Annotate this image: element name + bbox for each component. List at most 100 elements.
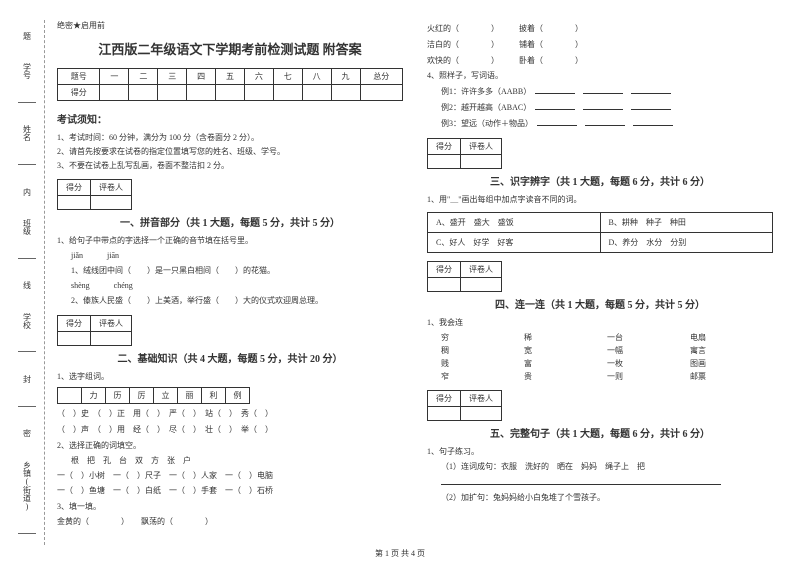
section-1-title: 一、拼音部分（共 1 大题，每题 5 分，共计 5 分） bbox=[57, 214, 403, 229]
exam-title: 江西版二年级语文下学期考前检测试题 附答案 bbox=[57, 39, 403, 58]
score-cell[interactable] bbox=[273, 85, 302, 101]
fill-item: 用（ ） bbox=[133, 409, 161, 418]
match-item: 寓言 bbox=[690, 345, 773, 356]
blank[interactable] bbox=[583, 85, 623, 94]
fill-item: （ ）声 bbox=[57, 425, 89, 434]
question-text: 3、填一填。 bbox=[57, 501, 403, 513]
pinyin: chéng bbox=[114, 281, 133, 290]
score-cell[interactable] bbox=[158, 85, 187, 101]
fill-item: 尽（ ） bbox=[169, 425, 197, 434]
notice-item: 2、请首先按要求在试卷的指定位置填写您的姓名、班级、学号。 bbox=[57, 146, 403, 157]
opt-item: 好学 bbox=[473, 238, 489, 247]
pinyin: jiǎn bbox=[71, 251, 83, 260]
scorebox-label: 得分 bbox=[428, 262, 461, 278]
opt-cell: C、好人 好学 好客 bbox=[428, 233, 601, 253]
score-table: 题号 一 二 三 四 五 六 七 八 九 总分 得分 bbox=[57, 68, 403, 101]
binding-label: 班级 bbox=[22, 219, 33, 235]
example: 例2：越开越高（ABAC） bbox=[441, 103, 527, 112]
fill-item: 举（ ） bbox=[241, 425, 273, 434]
section-score-box: 得分评卷人 bbox=[57, 179, 132, 210]
match-item: 窄 bbox=[441, 371, 524, 382]
notice-title: 考试须知： bbox=[57, 111, 403, 126]
score-cell[interactable] bbox=[331, 85, 360, 101]
match-item: 一台 bbox=[607, 332, 690, 343]
scorebox-cell[interactable] bbox=[428, 155, 461, 169]
score-cell[interactable] bbox=[360, 85, 403, 101]
char-cell: 厉 bbox=[130, 388, 154, 404]
scorebox-cell[interactable] bbox=[428, 278, 461, 292]
match-item: 邮票 bbox=[690, 371, 773, 382]
blank[interactable] bbox=[537, 117, 577, 126]
scorebox-label: 评卷人 bbox=[91, 180, 132, 196]
fill-item: （ ）用 bbox=[97, 425, 125, 434]
fill-row: （ ）声 （ ）用 经（ ） 尽（ ） 壮（ ） 举（ ） bbox=[57, 424, 403, 437]
binding-line bbox=[18, 533, 36, 534]
match-item: 稠 bbox=[441, 345, 524, 356]
score-cell[interactable] bbox=[302, 85, 331, 101]
scorebox-cell[interactable] bbox=[58, 196, 91, 210]
blank[interactable] bbox=[535, 85, 575, 94]
answer-line[interactable] bbox=[441, 476, 773, 489]
score-cell[interactable] bbox=[216, 85, 245, 101]
match-row: 贱富一枚图画 bbox=[441, 358, 773, 369]
scorebox-cell[interactable] bbox=[91, 332, 132, 346]
opt-item: 盛大 bbox=[474, 218, 490, 227]
score-header: 五 bbox=[216, 69, 245, 85]
fill-item: 经（ ） bbox=[133, 425, 161, 434]
score-header: 三 bbox=[158, 69, 187, 85]
opt-item: B、耕种 bbox=[609, 218, 638, 227]
binding-mark: 线 bbox=[22, 281, 33, 289]
fill-item: （ ）史 bbox=[57, 409, 89, 418]
score-cell[interactable] bbox=[244, 85, 273, 101]
scorebox-cell[interactable] bbox=[461, 278, 502, 292]
section-3-title: 三、识字辨字（共 1 大题，每题 6 分，共计 6 分） bbox=[427, 173, 773, 188]
scorebox-label: 评卷人 bbox=[461, 139, 502, 155]
question-text: 1、给句子中带点的字选择一个正确的音节填在括号里。 bbox=[57, 235, 403, 247]
left-column: 绝密★启用前 江西版二年级语文下学期考前检测试题 附答案 题号 一 二 三 四 … bbox=[45, 20, 415, 545]
score-row-label: 得分 bbox=[58, 85, 100, 101]
score-header: 题号 bbox=[58, 69, 100, 85]
fill-item: 卧着（ ） bbox=[519, 56, 583, 65]
fill-item: 壮（ ） bbox=[205, 425, 233, 434]
scorebox-cell[interactable] bbox=[428, 407, 461, 421]
pinyin-hint: shèng chéng bbox=[71, 280, 403, 292]
scorebox-label: 得分 bbox=[58, 316, 91, 332]
blank[interactable] bbox=[631, 101, 671, 110]
blank[interactable] bbox=[585, 117, 625, 126]
example: 例3：望远（动作＋物品） bbox=[441, 119, 529, 128]
section-score-box: 得分评卷人 bbox=[427, 138, 502, 169]
score-cell[interactable] bbox=[100, 85, 129, 101]
scorebox-label: 得分 bbox=[58, 180, 91, 196]
blank[interactable] bbox=[535, 101, 575, 110]
scorebox-cell[interactable] bbox=[91, 196, 132, 210]
score-header: 八 bbox=[302, 69, 331, 85]
example-text: 例3：望远（动作＋物品） bbox=[441, 117, 773, 130]
binding-line bbox=[18, 258, 36, 259]
match-row: 稠宽一幅寓言 bbox=[441, 345, 773, 356]
question-text: 1、我会连 bbox=[427, 317, 773, 329]
score-cell[interactable] bbox=[129, 85, 158, 101]
blank[interactable] bbox=[583, 101, 623, 110]
scorebox-label: 得分 bbox=[428, 391, 461, 407]
opt-item: 种子 bbox=[646, 218, 662, 227]
scorebox-cell[interactable] bbox=[58, 332, 91, 346]
fill-item: 铺着（ ） bbox=[519, 40, 583, 49]
question-line: 1、绒线团中间（ ）是一只黑白相间（ ）的花猫。 bbox=[71, 265, 403, 277]
score-cell[interactable] bbox=[187, 85, 216, 101]
match-item: 穷 bbox=[441, 332, 524, 343]
binding-line bbox=[18, 406, 36, 407]
question-text: 1、句子练习。 bbox=[427, 446, 773, 458]
notice-item: 1、考试时间：60 分钟，满分为 100 分（含卷面分 2 分）。 bbox=[57, 132, 403, 143]
blank[interactable] bbox=[631, 85, 671, 94]
scorebox-cell[interactable] bbox=[461, 155, 502, 169]
binding-label: 乡镇(街道) bbox=[22, 461, 33, 511]
blank[interactable] bbox=[633, 117, 673, 126]
match-item: 贵 bbox=[524, 371, 607, 382]
scorebox-cell[interactable] bbox=[461, 407, 502, 421]
question-text: 1、选字组词。 bbox=[57, 371, 403, 383]
char-cell: 丽 bbox=[178, 388, 202, 404]
scorebox-label: 得分 bbox=[428, 139, 461, 155]
blank[interactable] bbox=[441, 476, 721, 485]
section-score-box: 得分评卷人 bbox=[57, 315, 132, 346]
opt-item: A、盛开 bbox=[436, 218, 466, 227]
